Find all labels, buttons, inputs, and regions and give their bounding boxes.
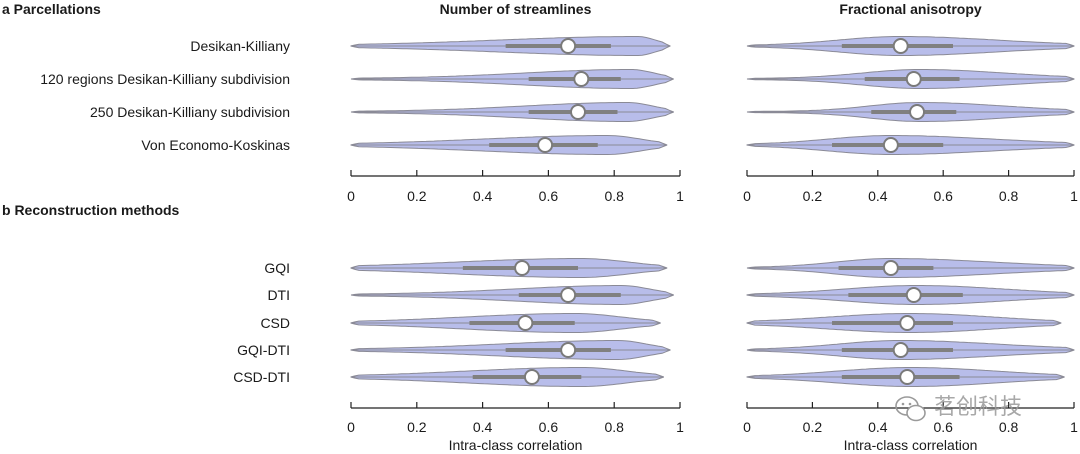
violin-dti: DTI — [267, 285, 674, 305]
watermark-text: 茗创科技 — [934, 395, 1022, 420]
median-marker — [882, 137, 899, 153]
violin-von-economo-koskinas: Von Economo-Koskinas — [141, 135, 668, 155]
violin-csd: CSD — [260, 313, 661, 333]
violin-von-economo-koskinas — [746, 135, 1075, 155]
median-marker — [560, 287, 577, 303]
x-tick-label: 0.6 — [539, 188, 559, 204]
violin-csd-dti — [746, 367, 1065, 387]
x-tick-label: 0.6 — [933, 419, 953, 435]
violin-dti — [746, 285, 1075, 305]
x-tick-label: 0.2 — [407, 188, 427, 204]
violin-gqi-dti: GQI-DTI — [237, 340, 671, 360]
median-marker — [517, 315, 534, 331]
violin-csd-dti: CSD-DTI — [233, 367, 664, 387]
median-marker — [909, 104, 926, 120]
median-marker — [523, 369, 540, 385]
column-title: Fractional anisotropy — [839, 1, 982, 17]
violin-250-desikan-killiany-subdivision — [746, 102, 1075, 122]
section-title-a: a Parcellations — [2, 1, 101, 17]
category-label: Desikan-Killiany — [190, 38, 290, 54]
watermark: 茗创科技 — [895, 395, 1022, 422]
x-tick-label: 1 — [1070, 419, 1078, 435]
category-label: 120 regions Desikan-Killiany subdivision — [40, 71, 290, 87]
panel-a-fa: Fractional anisotropy 0 0.2 0.4 0.6 0.8 1 — [743, 1, 1078, 204]
x-axis-label: Intra-class correlation — [844, 437, 978, 453]
violin-csd — [746, 313, 1062, 333]
median-marker — [537, 137, 554, 153]
x-tick-label: 0.8 — [604, 419, 624, 435]
panel-a-streamlines: a Parcellations Number of streamlines Desi… — [2, 1, 684, 204]
wechat-icon — [895, 396, 926, 422]
category-label: DTI — [267, 287, 290, 303]
column-title: Number of streamlines — [440, 1, 592, 17]
panel-b-fa: 0 0.2 0.4 0.6 0.8 1 Intra-class correlation — [743, 258, 1078, 453]
category-label: 250 Desikan-Killiany subdivision — [90, 104, 290, 120]
violin-gqi-dti — [746, 340, 1075, 360]
x-tick-label: 0.2 — [407, 419, 427, 435]
x-tick-label: 0.2 — [803, 188, 823, 204]
median-marker — [560, 38, 577, 54]
panel-b-streamlines: b Reconstruction methods GQI DTI CSD GQI-DTI… — [2, 202, 684, 453]
median-marker — [905, 71, 922, 87]
x-tick-label: 1 — [676, 188, 684, 204]
median-marker — [892, 38, 909, 54]
violin-desikan-killiany — [746, 36, 1075, 56]
x-tick-label: 0.4 — [868, 419, 888, 435]
x-tick-label: 0 — [743, 419, 751, 435]
x-tick-label: 0.8 — [604, 188, 624, 204]
x-tick-label: 0 — [347, 419, 355, 435]
median-marker — [560, 342, 577, 358]
x-tick-label: 0 — [743, 188, 751, 204]
x-tick-label: 0.8 — [999, 188, 1019, 204]
median-marker — [882, 260, 899, 276]
section-title-b: b Reconstruction methods — [2, 202, 180, 218]
category-label: GQI — [264, 260, 290, 276]
median-marker — [514, 260, 531, 276]
x-tick-label: 1 — [1070, 188, 1078, 204]
category-label: CSD — [260, 315, 290, 331]
median-marker — [570, 104, 587, 120]
x-tick-label: 0.8 — [999, 419, 1019, 435]
x-tick-label: 0.6 — [933, 188, 953, 204]
median-marker — [899, 315, 916, 331]
violin-desikan-killiany: Desikan-Killiany — [190, 36, 671, 56]
median-marker — [899, 369, 916, 385]
violin-250-desikan-killiany-subdivision: 250 Desikan-Killiany subdivision — [90, 102, 674, 122]
violin-120-regions-desikan-killiany-subdivision — [746, 69, 1075, 89]
x-tick-label: 0.4 — [473, 419, 493, 435]
x-axis-label: Intra-class correlation — [449, 437, 583, 453]
violin-gqi: GQI — [264, 258, 668, 278]
category-label: Von Economo-Koskinas — [141, 137, 290, 153]
x-tick-label: 0.6 — [539, 419, 559, 435]
x-tick-label: 0.4 — [868, 188, 888, 204]
category-label: GQI-DTI — [237, 342, 290, 358]
violin-120-regions-desikan-killiany-subdivision: 120 regions Desikan-Killiany subdivision — [40, 69, 674, 89]
category-label: CSD-DTI — [233, 369, 290, 385]
x-tick-label: 0.2 — [803, 419, 823, 435]
violin-gqi — [746, 258, 1075, 278]
median-marker — [892, 342, 909, 358]
median-marker — [573, 71, 590, 87]
median-marker — [905, 287, 922, 303]
x-tick-label: 0 — [347, 188, 355, 204]
x-tick-label: 1 — [676, 419, 684, 435]
x-tick-label: 0.4 — [473, 188, 493, 204]
